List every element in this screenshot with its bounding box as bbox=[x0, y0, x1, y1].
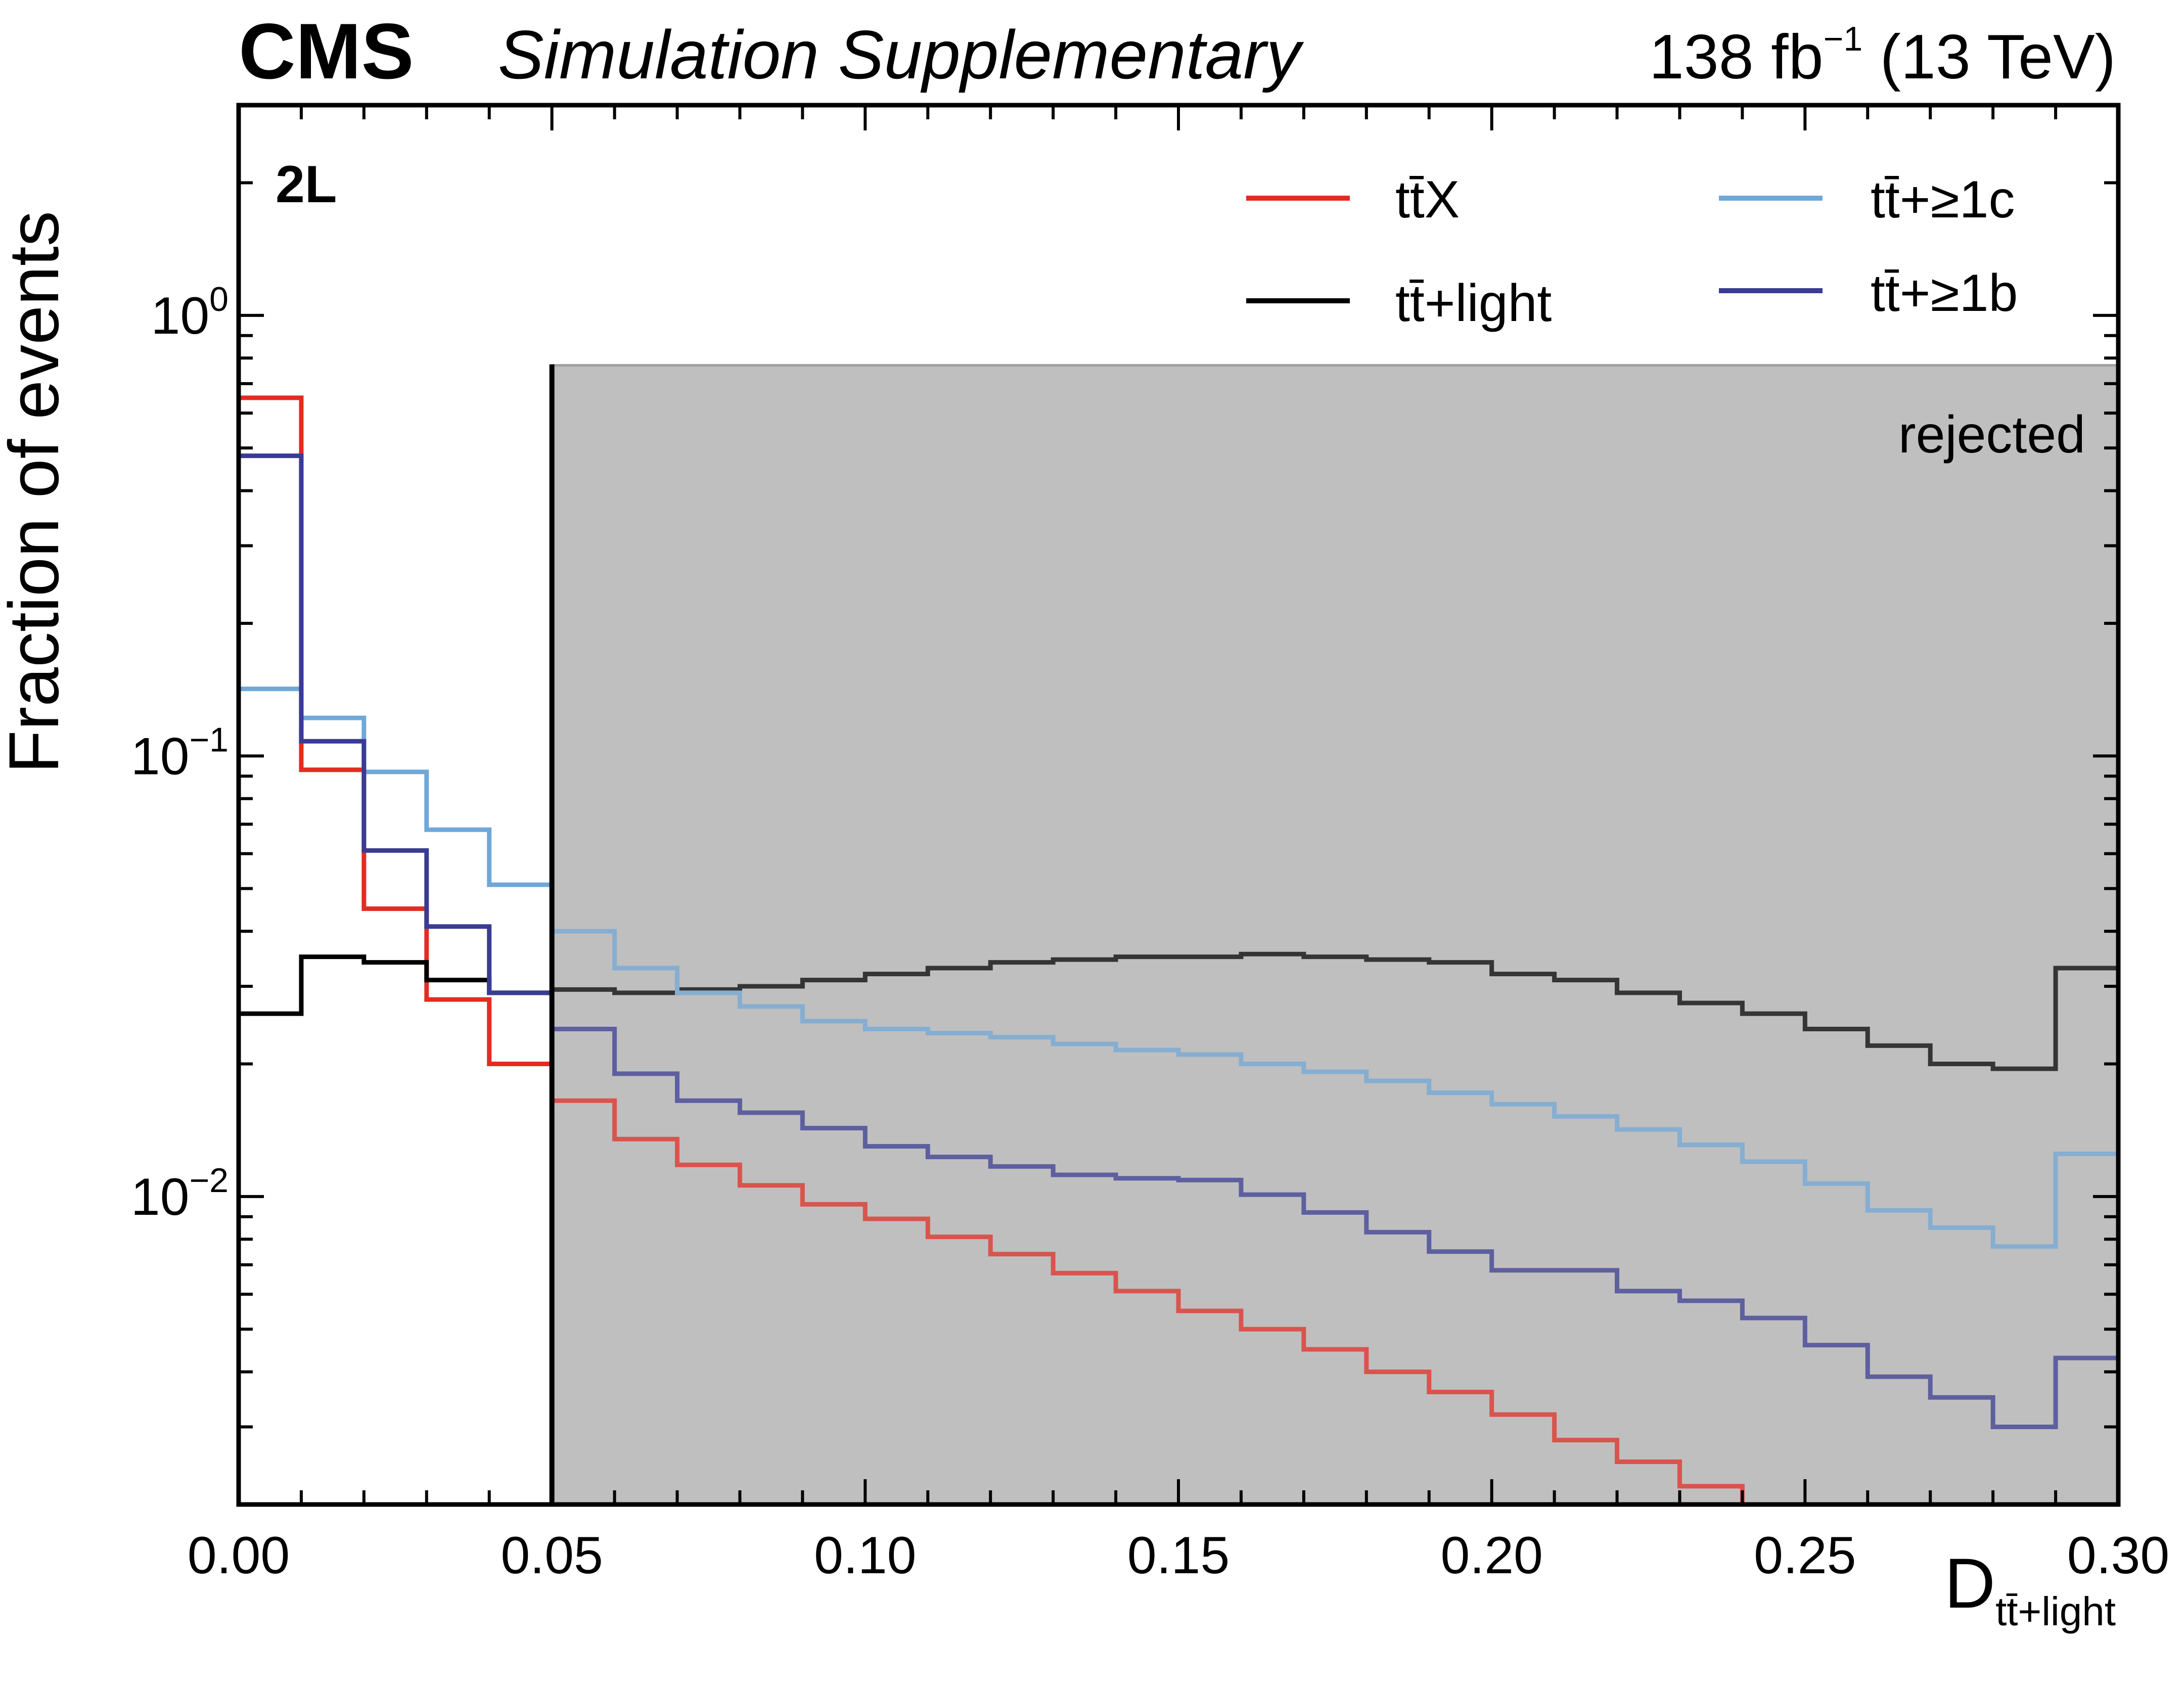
y-tick-label: 100 bbox=[151, 280, 229, 345]
series-group bbox=[236, 365, 2119, 1507]
x-tick-label: 0.10 bbox=[814, 1526, 916, 1585]
series-line-ttb bbox=[236, 453, 2118, 1504]
y-tick-label-exponent: −1 bbox=[189, 720, 229, 759]
x-axis-title-main: D bbox=[1944, 1543, 1995, 1623]
channel-label: 2L bbox=[276, 155, 337, 214]
series-line-ttx bbox=[236, 395, 1805, 1507]
x-axis-title: Dtt̄+light bbox=[1944, 1543, 2116, 1634]
x-tick-label: 0.15 bbox=[1127, 1526, 1230, 1585]
y-tick-label-exponent: −2 bbox=[189, 1161, 229, 1200]
lumi-value: 138 fb bbox=[1649, 22, 1824, 92]
y-tick-label: 10−1 bbox=[131, 720, 229, 786]
rejected-label: rejected bbox=[1898, 405, 2085, 464]
experiment-label: CMS bbox=[239, 8, 414, 96]
energy-label bbox=[1862, 22, 1880, 92]
legend-label-ttb: tt̄+≥1b bbox=[1871, 264, 2018, 323]
legend-label-ttx: tt̄X bbox=[1395, 170, 1460, 229]
x-tick-label: 0.30 bbox=[2067, 1526, 2169, 1585]
y-axis-title: Fraction of events bbox=[0, 211, 73, 773]
legend-label-ttlight: tt̄+light bbox=[1395, 274, 1552, 333]
y-tick-label-base: 10 bbox=[131, 1168, 190, 1226]
x-axis-title-subscript: tt̄+light bbox=[1995, 1589, 2116, 1634]
legend: tt̄X tt̄+light tt̄+≥1c tt̄+≥1b bbox=[1246, 170, 2018, 333]
x-tick-label: 0.20 bbox=[1440, 1526, 1542, 1585]
x-tick-label: 0.05 bbox=[500, 1526, 603, 1585]
y-tick-label-exponent: 0 bbox=[209, 280, 229, 318]
chart-header: CMS Simulation Supplementary 138 fb−1 (1… bbox=[239, 8, 2116, 96]
energy-value: (13 TeV) bbox=[1880, 22, 2116, 92]
lumi-exponent: −1 bbox=[1824, 20, 1863, 58]
x-tick-label: 0.00 bbox=[188, 1526, 290, 1585]
rejected-region-overlay bbox=[552, 365, 2119, 1505]
x-tick-label: 0.25 bbox=[1754, 1526, 1856, 1585]
y-tick-label-base: 10 bbox=[131, 727, 190, 786]
status-label: Simulation Supplementary bbox=[498, 16, 1304, 93]
x-tick-labels: 0.00 0.05 0.10 0.15 0.20 0.25 0.30 bbox=[188, 1526, 2169, 1585]
y-tick-label: 10−2 bbox=[131, 1161, 229, 1226]
rejected-region bbox=[552, 365, 2119, 1505]
axis-ticks bbox=[237, 104, 2120, 1506]
lumi-label: 138 fb−1 (13 TeV) bbox=[1649, 20, 2116, 92]
y-tick-label-base: 10 bbox=[151, 287, 209, 345]
series-ttb bbox=[236, 453, 2118, 1504]
legend-label-ttc: tt̄+≥1c bbox=[1871, 170, 2015, 229]
series-ttx bbox=[236, 395, 1805, 1507]
